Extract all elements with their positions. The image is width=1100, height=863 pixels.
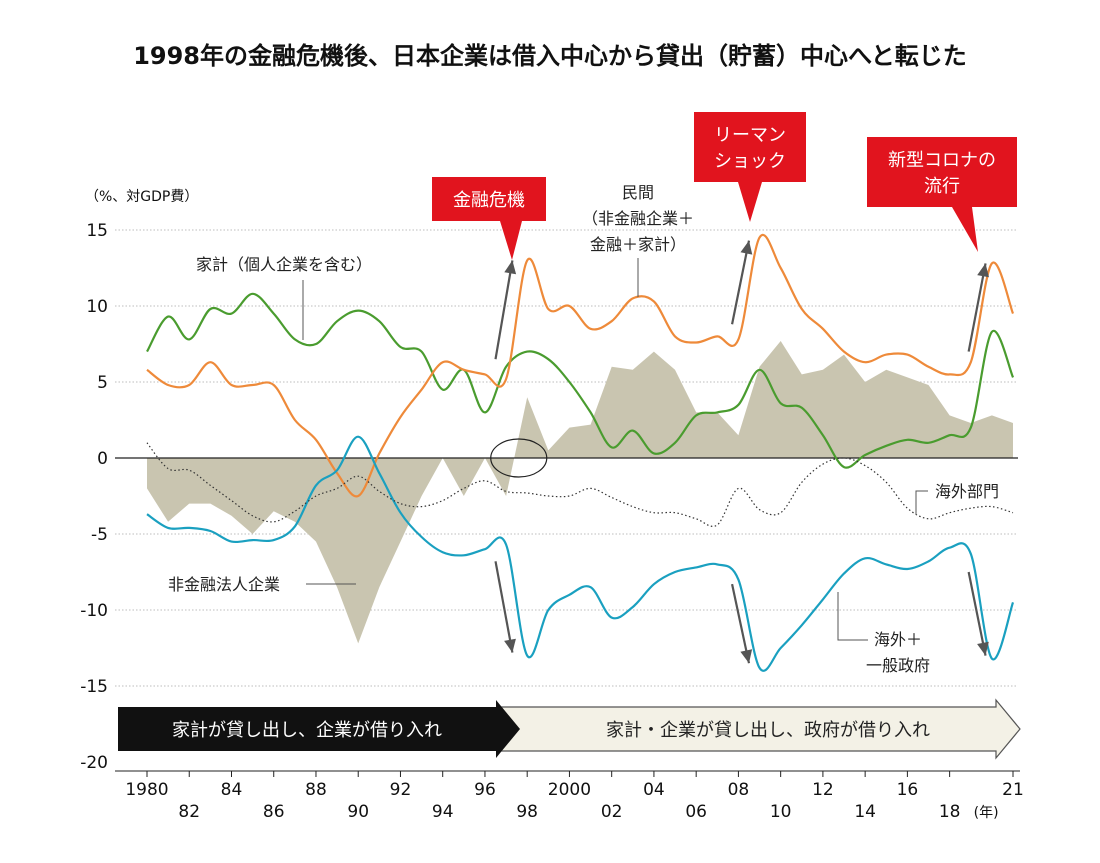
x-tick-label: 98 bbox=[516, 802, 538, 822]
series-line bbox=[146, 435, 1015, 672]
trend-arrow-head bbox=[977, 641, 989, 656]
arrows bbox=[494, 240, 989, 664]
y-tick-label: -10 bbox=[80, 601, 108, 621]
label-private: 民間 bbox=[622, 183, 654, 202]
trend-arrow-head bbox=[504, 260, 517, 275]
x-tick-label: 10 bbox=[770, 802, 792, 822]
phase-band: 家計・企業が貸し出し、政府が借り入れ 家計が貸し出し、企業が借り入れ bbox=[118, 698, 1021, 760]
event-callout-box bbox=[694, 112, 806, 222]
x-tick-label: 2000 bbox=[548, 780, 591, 800]
x-tick-label: 1980 bbox=[125, 780, 168, 800]
x-ticks: 1980 82 84 86 88 90 92 94 96 98 2000 02 04 06 08 10 12 14… bbox=[115, 770, 1024, 822]
line-layer bbox=[146, 233, 1015, 672]
x-tick-label: 08 bbox=[728, 780, 750, 800]
y-tick-label: 10 bbox=[86, 297, 108, 317]
phase-arrow-light bbox=[499, 698, 1021, 760]
leader-overseas bbox=[915, 490, 928, 515]
label-private: 金融＋家計） bbox=[590, 235, 686, 254]
x-tick-label: 02 bbox=[601, 802, 623, 822]
label-government: 一般政府 bbox=[866, 656, 930, 675]
x-tick-label: 18 bbox=[939, 802, 961, 822]
series-area-corporate bbox=[147, 341, 1013, 644]
trend-arrow-head bbox=[977, 263, 989, 278]
event-label: 金融危機 bbox=[453, 190, 525, 211]
x-tick-label: 06 bbox=[685, 802, 707, 822]
series-line bbox=[146, 233, 1015, 498]
x-tick-label: 82 bbox=[178, 802, 200, 822]
x-tick-label: 14 bbox=[854, 802, 876, 822]
event-label: リーマン bbox=[714, 125, 786, 146]
x-tick-label: 21 bbox=[1002, 780, 1024, 800]
phase-label: 家計・企業が貸し出し、政府が借り入れ bbox=[606, 720, 930, 741]
label-household: 家計（個人企業を含む） bbox=[196, 255, 372, 274]
event-callout-box bbox=[432, 177, 546, 260]
x-tick-label: 94 bbox=[432, 802, 454, 822]
trend-arrow-shaft bbox=[730, 240, 751, 325]
series-labels: 非金融法人企業 家計（個人企業を含む） 民間 （非金融企業＋ 金融＋家計） 海外部門海外＋… bbox=[168, 183, 999, 675]
trend-arrow-shaft bbox=[967, 571, 987, 656]
label-overseas: 海外部門 bbox=[935, 482, 999, 501]
x-tick-label: 16 bbox=[897, 780, 919, 800]
label-private: （非金融企業＋ bbox=[582, 209, 694, 228]
series-line-overseas bbox=[146, 442, 1014, 527]
area-layer bbox=[147, 341, 1013, 644]
x-tick-label: 96 bbox=[474, 780, 496, 800]
trend-arrow-shaft bbox=[494, 260, 514, 360]
y-tick-label: 15 bbox=[86, 221, 108, 241]
trend-arrow-head bbox=[740, 649, 753, 664]
x-tick-label: 12 bbox=[812, 780, 834, 800]
series-line bbox=[146, 292, 1015, 469]
y-axis-unit: （%、対GDP費） bbox=[85, 189, 198, 205]
x-tick-label: 90 bbox=[347, 802, 369, 822]
leader-government bbox=[837, 592, 868, 641]
x-tick-label: 86 bbox=[263, 802, 285, 822]
trend-arrow-head bbox=[740, 240, 753, 255]
y-tick-label: -20 bbox=[80, 753, 108, 773]
event-callout-box bbox=[867, 137, 1017, 252]
label-corporate: 非金融法人企業 bbox=[168, 575, 280, 594]
event-label: 新型コロナの bbox=[888, 150, 996, 171]
trend-arrow-head bbox=[504, 638, 516, 653]
trend-arrow-shaft bbox=[967, 263, 987, 352]
phase-label: 家計が貸し出し、企業が借り入れ bbox=[172, 720, 442, 741]
label-government: 海外＋ bbox=[874, 630, 922, 649]
x-tick-label: 84 bbox=[221, 780, 243, 800]
event-label: 流行 bbox=[924, 176, 960, 197]
y-tick-label: -5 bbox=[91, 525, 108, 545]
x-axis-unit: (年) bbox=[974, 805, 999, 821]
y-tick-label: 0 bbox=[97, 449, 108, 469]
y-tick-label: 5 bbox=[97, 373, 108, 393]
highlight-circle bbox=[490, 438, 548, 478]
y-tick-label: -15 bbox=[80, 677, 108, 697]
x-tick-label: 88 bbox=[305, 780, 327, 800]
y-ticks: 15 10 5 0 -5 -10 -15 -20 bbox=[80, 221, 108, 773]
event-label: ショック bbox=[714, 151, 786, 172]
x-tick-label: 92 bbox=[390, 780, 412, 800]
chart-title: 1998年の金融危機後、日本企業は借入中心から貸出（貯蓄）中心へと転じた bbox=[133, 42, 967, 70]
trend-arrow-shaft bbox=[731, 583, 751, 664]
trend-arrow-shaft bbox=[494, 561, 514, 653]
x-tick-label: 04 bbox=[643, 780, 665, 800]
phase-arrow-dark bbox=[118, 700, 520, 758]
